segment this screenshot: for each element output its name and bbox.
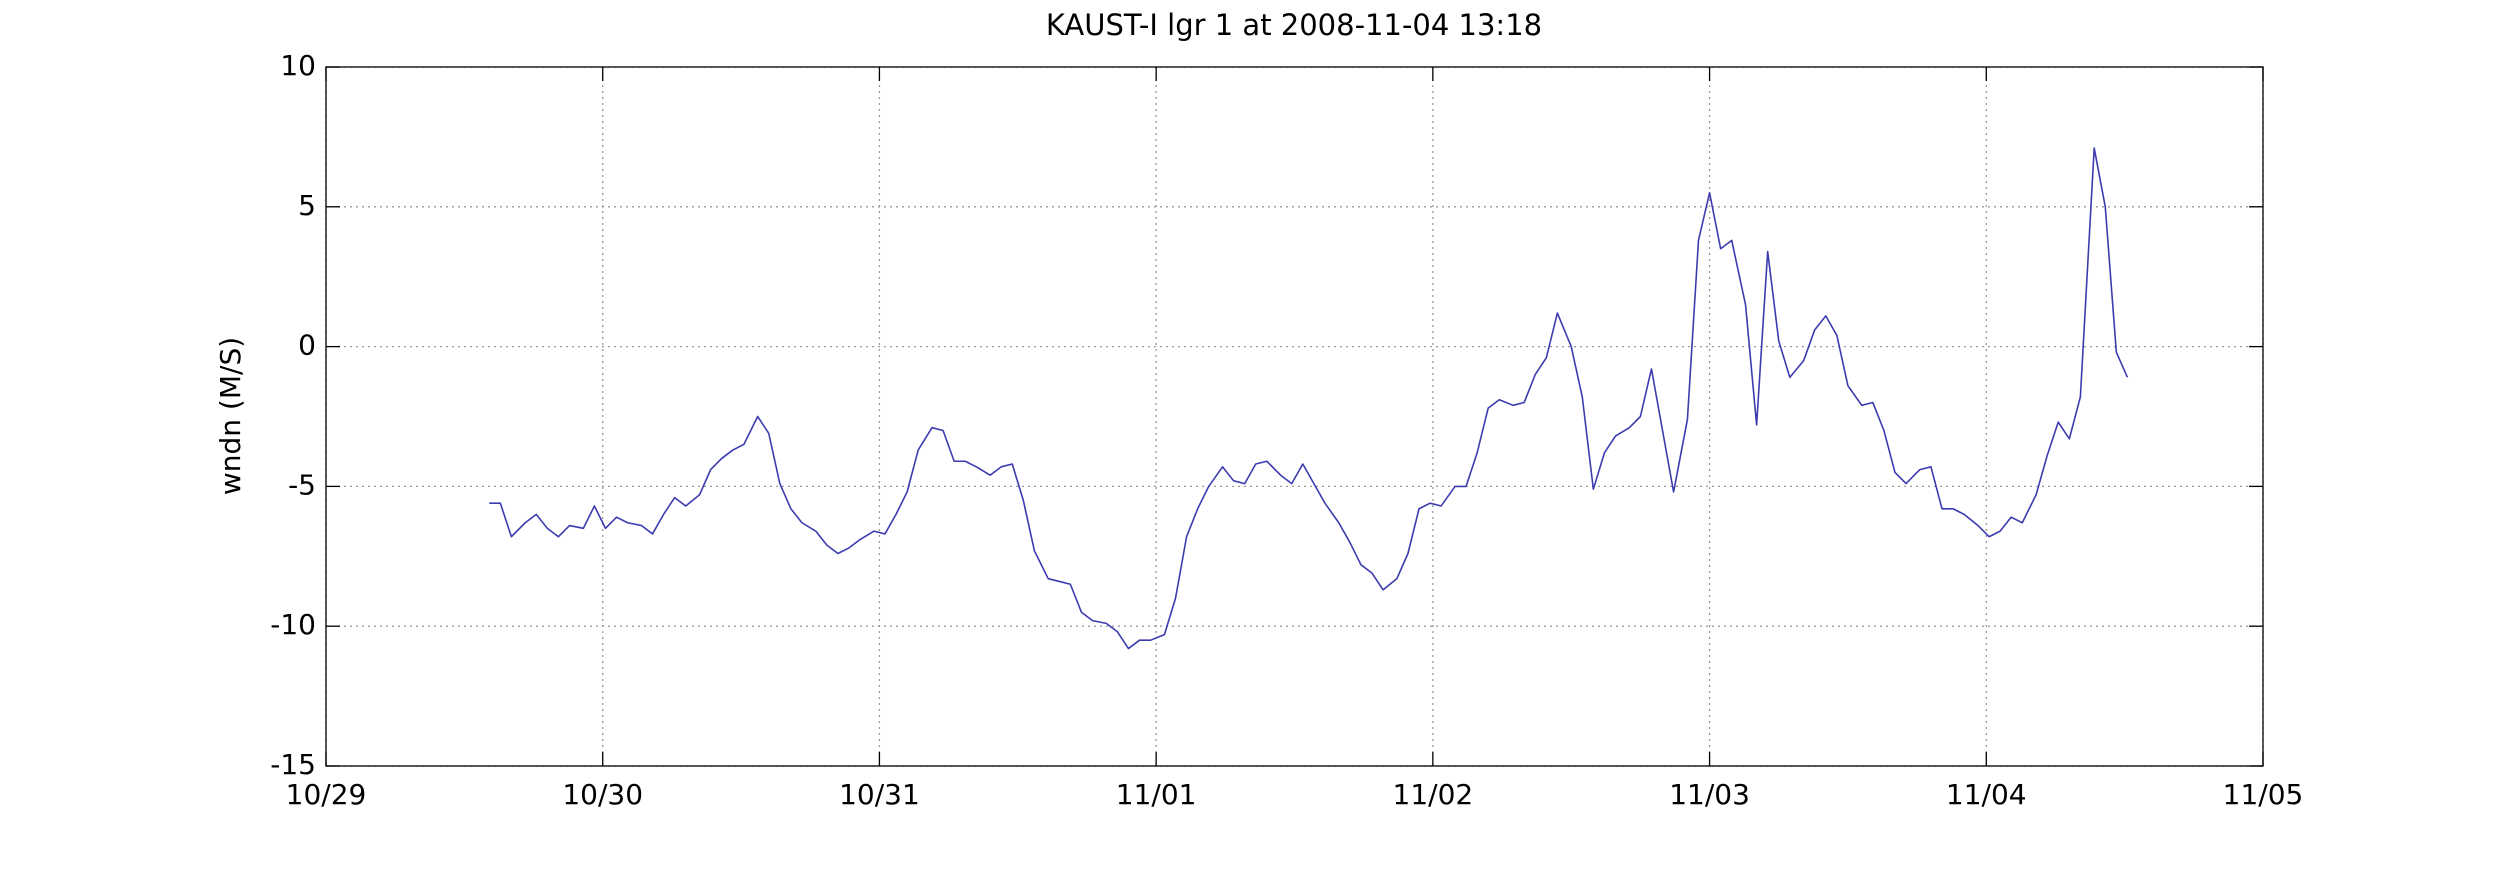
x-tick-label: 11/03	[1669, 778, 1750, 811]
y-tick-label: -15	[270, 748, 316, 781]
y-tick-label: 5	[298, 189, 316, 222]
plot-frame	[325, 66, 2264, 767]
y-tick-label: -5	[288, 468, 316, 501]
y-tick-label: 0	[298, 329, 316, 362]
x-tick-label: 10/30	[562, 778, 643, 811]
y-tick-label: 10	[280, 49, 316, 82]
x-tick-label: 10/31	[839, 778, 920, 811]
x-tick-label: 10/29	[286, 778, 367, 811]
y-tick-label: -10	[270, 608, 316, 641]
chart-title: KAUST-I lgr 1 at 2008-11-04 13:18	[1046, 8, 1542, 42]
x-tick-label: 11/02	[1393, 778, 1474, 811]
y-axis-label: wndn (M/S)	[214, 337, 247, 495]
data-line	[489, 147, 2129, 650]
x-tick-label: 11/04	[1946, 778, 2027, 811]
x-tick-label: 11/05	[2223, 778, 2304, 811]
x-tick-label: 11/01	[1116, 778, 1197, 811]
